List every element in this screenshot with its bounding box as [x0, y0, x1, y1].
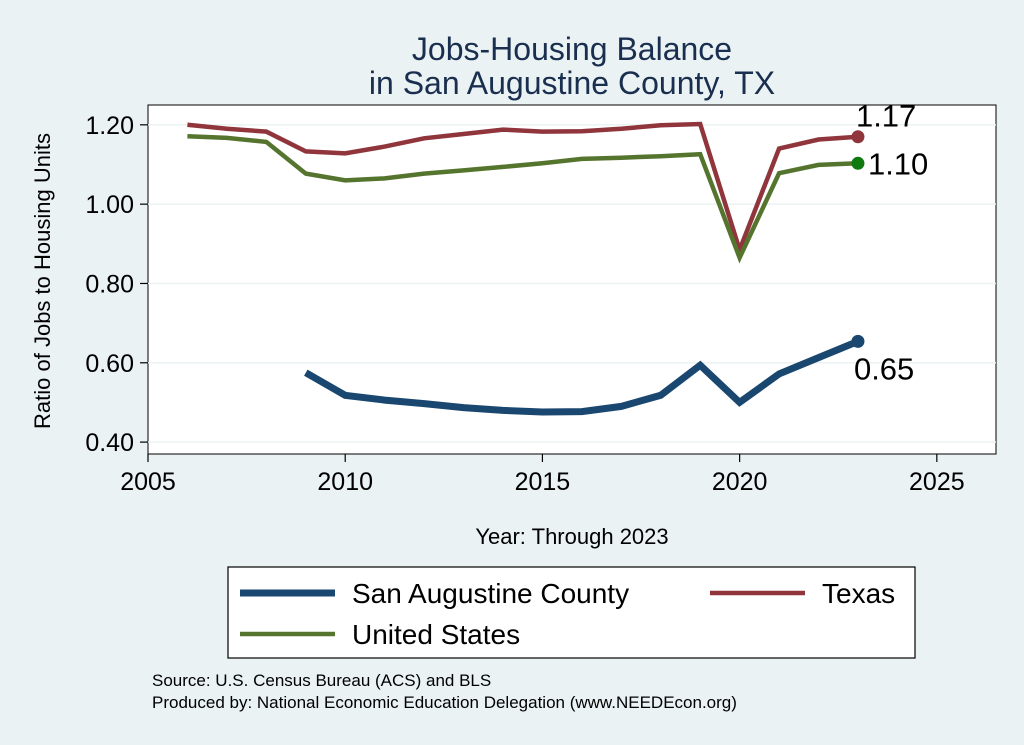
series-line-united-states — [187, 134, 859, 264]
y-tick-label: 0.80 — [85, 270, 134, 298]
y-tick-label: 1.00 — [85, 191, 134, 219]
grid — [148, 124, 996, 443]
x-tick-label: 2020 — [712, 468, 768, 496]
y-axis-title: Ratio of Jobs to Housing Units — [30, 133, 55, 429]
legend-label-san-augustine-county: San Augustine County — [352, 578, 629, 609]
x-axis: 2005 2010 2015 2020 2025 — [120, 454, 965, 496]
y-tick-label: 0.40 — [85, 429, 134, 457]
series-layer — [187, 121, 865, 416]
end-label-san-augustine-county: 0.65 — [854, 351, 914, 386]
end-label-united-states: 1.10 — [868, 146, 928, 181]
source-note: Source: U.S. Census Bureau (ACS) and BLS — [152, 671, 491, 690]
series-line-san-augustine-county — [304, 338, 860, 416]
chart-title-line-1: Jobs-Housing Balance — [412, 31, 732, 67]
x-tick-label: 2015 — [515, 468, 571, 496]
end-marker-united-states — [851, 156, 865, 170]
legend-label-united-states: United States — [352, 619, 520, 650]
end-marker-san-augustine-county — [851, 334, 865, 348]
y-axis: 0.40 0.60 0.80 1.00 1.20 — [85, 112, 148, 457]
end-labels: 0.65 1.17 1.10 — [854, 99, 928, 387]
legend-box — [227, 566, 916, 659]
legend: San Augustine County Texas United States — [240, 578, 895, 650]
x-tick-label: 2010 — [317, 468, 373, 496]
produced-by-note: Produced by: National Economic Education… — [152, 693, 737, 712]
x-axis-title: Year: Through 2023 — [475, 524, 668, 549]
end-marker-texas — [851, 130, 865, 144]
legend-label-texas: Texas — [822, 578, 895, 609]
series-line-texas — [187, 121, 859, 257]
x-tick-label: 2025 — [909, 468, 965, 496]
y-tick-label: 1.20 — [85, 112, 134, 140]
y-tick-label: 0.60 — [85, 350, 134, 378]
end-label-texas: 1.17 — [856, 99, 916, 134]
chart-title-line-2: in San Augustine County, TX — [369, 65, 775, 101]
x-tick-label: 2005 — [120, 468, 176, 496]
